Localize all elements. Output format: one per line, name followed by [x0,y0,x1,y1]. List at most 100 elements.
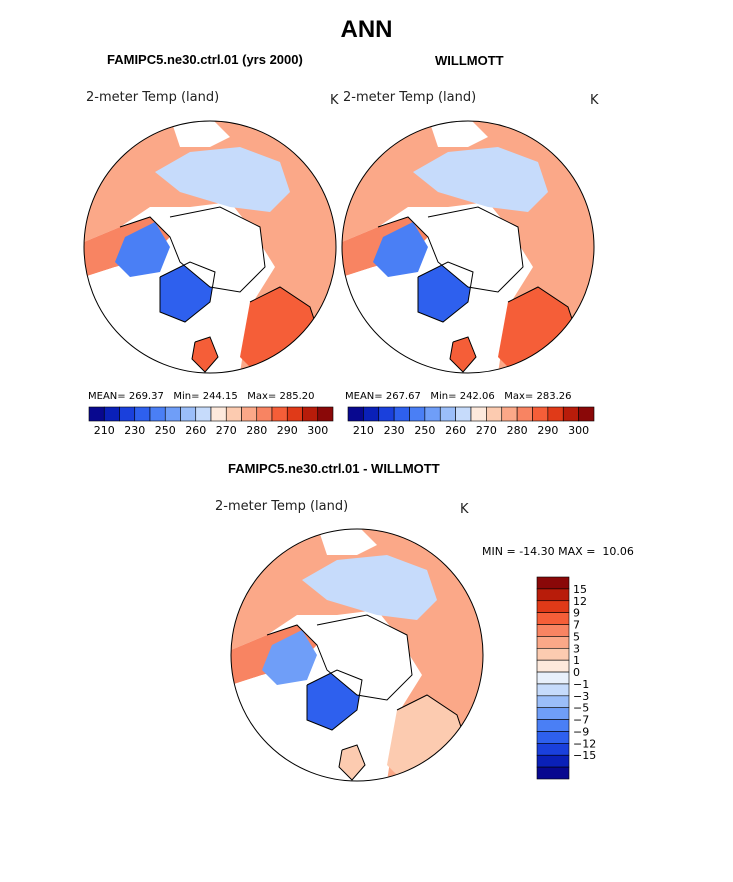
left-swatch-4 [149,406,166,422]
left-swatch-3 [134,406,151,422]
right-tick-label: 210 [353,424,374,437]
diff-colorbar-label: 1 [573,654,580,667]
right-swatch-3 [393,406,410,422]
figure-title: ANN [340,16,393,43]
diff-variable-label: 2-meter Temp (land) [215,499,349,514]
diff-swatch-9 [536,683,570,697]
right-swatch-1 [363,406,380,422]
left-variable-label: 2-meter Temp (land) [86,90,220,105]
right-variable-label: 2-meter Temp (land) [343,90,477,105]
diff-swatch-16 [536,766,570,780]
diff-colorbar-label: 12 [573,595,587,608]
left-mean-label: MEAN= [88,391,126,402]
left-tick-label: 230 [124,424,145,437]
diff-units-label: K [460,502,469,517]
left-swatch-13 [286,406,303,422]
diff-swatch-11 [536,707,570,720]
left-stats: MEAN= 269.37 Min= 244.15 Max= 285.20 [88,391,315,402]
diff-fields [231,529,483,781]
left-swatch-14 [302,406,319,422]
diff-swatch-4 [536,624,570,637]
right-map [341,120,595,374]
right-siberia-cold [413,147,548,212]
diff-coastline-greenland [306,669,363,731]
diff-archipelago [262,630,317,685]
diff-colorbar-label: −1 [573,678,589,691]
diff-colorbar-label: 15 [573,583,587,596]
right-swatch-14 [562,406,579,422]
right-max-value: 283.26 [536,391,572,402]
right-archipelago [373,222,428,277]
left-tick-label: 270 [216,424,237,437]
right-swatch-13 [547,406,564,422]
diff-colorbar-label: −9 [573,725,589,738]
right-swatch-5 [424,406,441,422]
left-ocean-pacific [170,121,230,147]
right-panel-title: WILLMOTT [435,53,504,68]
diff-map [230,528,484,782]
left-swatch-7 [195,406,212,422]
right-tick-label: 290 [537,424,558,437]
diff-swatch-10 [536,695,570,709]
left-max-value: 285.20 [279,391,315,402]
left-swatch-10 [241,406,258,422]
right-swatch-7 [455,406,472,422]
left-swatch-2 [119,406,136,422]
left-mean-value: 269.37 [128,391,164,402]
left-coastline-uk [191,336,219,373]
diff-swatch-6 [536,647,570,661]
right-max-label: Max= [504,391,534,402]
left-units-label: K [330,93,339,108]
right-coastline-arctic [377,206,524,293]
right-tick-label: 260 [445,424,466,437]
right-tick-label: 270 [476,424,497,437]
diff-ocean-pacific [317,529,377,555]
right-min-value: 242.06 [459,391,495,402]
diff-swatch-5 [536,636,570,649]
left-tick-label: 300 [307,424,328,437]
right-swatch-6 [439,406,456,422]
right-swatch-10 [501,406,518,422]
diff-swatch-7 [536,659,570,673]
left-tick-label: 250 [155,424,176,437]
right-tick-label: 230 [384,424,405,437]
diff-colorbar-label: −15 [573,749,596,762]
right-british-isles [450,337,476,372]
diff-stats: MIN = -14.30 MAX = 10.06 [482,545,634,558]
right-min-label: Min= [430,391,457,402]
right-tick-label: 250 [414,424,435,437]
left-max-label: Max= [247,391,277,402]
diff-min-label: MIN = [482,545,516,558]
right-swatch-8 [470,406,487,422]
left-tick-label: 290 [277,424,298,437]
diff-colorbar-label: −5 [573,702,589,715]
diff-colorbar-label: 3 [573,642,580,655]
diff-swatch-1 [536,588,570,602]
diff-swatch-2 [536,600,570,613]
diff-arctic-ocean [317,615,412,700]
left-siberia-cold [155,147,290,212]
diff-colorbar-label: −12 [573,737,596,750]
left-arctic-ocean [170,207,265,292]
right-map-border [341,120,595,374]
left-coastline-arctic [119,206,266,293]
right-units-label: K [590,93,599,108]
diff-swatch-12 [536,719,570,732]
left-archipelago [115,222,170,277]
diff-colorbar-label: −7 [573,714,589,727]
diff-colorbar-label: 9 [573,607,580,620]
left-panel-title: FAMIPC5.ne30.ctrl.01 (yrs 2000) [107,52,303,67]
left-min-value: 244.15 [202,391,238,402]
left-tick-label: 280 [246,424,267,437]
diff-map-border [230,528,484,782]
diff-colorbar-label: 7 [573,619,580,632]
diff-max-label: MAX = [558,545,596,558]
right-swatch-0 [347,406,364,422]
left-min-label: Min= [173,391,200,402]
right-tick-label: 280 [507,424,528,437]
right-swatch-4 [409,406,426,422]
diff-coastline-uk [338,744,366,781]
diff-colorbar-label: 0 [573,666,580,679]
left-swatch-5 [164,406,181,422]
